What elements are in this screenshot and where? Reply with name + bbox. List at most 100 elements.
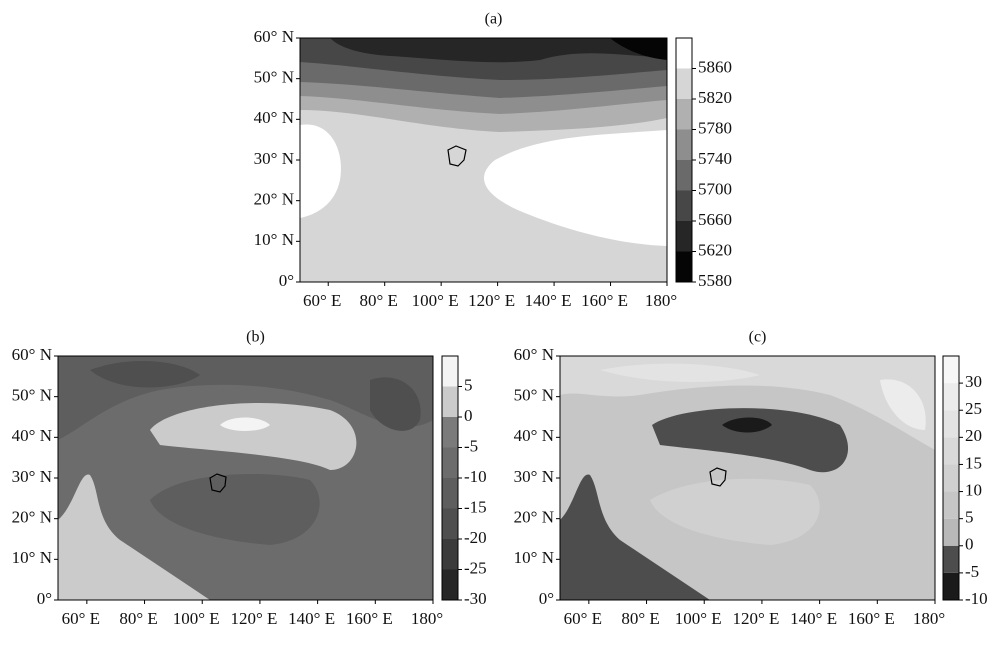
colorbar-band (943, 545, 959, 573)
colorbar-band (442, 417, 458, 448)
lon-tick-label: 140° E (790, 609, 837, 628)
lon-tick-label: 60° E (564, 609, 602, 628)
lat-tick-label: 30° N (254, 149, 294, 168)
lat-tick-label: 60° N (254, 27, 294, 46)
lat-tick-label: 30° N (12, 467, 52, 486)
colorbar-band (442, 386, 458, 417)
colorbar-label: 10 (965, 480, 982, 499)
lon-tick-label: 140° E (288, 609, 335, 628)
colorbar-band (442, 356, 458, 387)
colorbar-label: 5580 (698, 271, 732, 290)
lat-tick-label: 0° (37, 589, 52, 608)
panel-label: (b) (246, 329, 265, 346)
lat-tick-label: 20° N (254, 190, 294, 209)
panel-label: (c) (749, 329, 767, 346)
colorbar-band (442, 508, 458, 539)
colorbar-label: -10 (965, 589, 988, 608)
lon-tick-label: 160° E (848, 609, 895, 628)
field-a (300, 38, 667, 282)
colorbar-band (943, 572, 959, 600)
lon-tick-label: 80° E (119, 609, 157, 628)
lon-tick-label: 120° E (732, 609, 779, 628)
colorbar-label: -5 (965, 562, 979, 581)
colorbar-band (676, 190, 692, 221)
lon-tick-label: 80° E (621, 609, 659, 628)
colorbar-band (676, 129, 692, 160)
colorbar-label: -30 (464, 589, 487, 608)
colorbar-label: 20 (965, 426, 982, 445)
colorbar-label: 30 (965, 372, 982, 391)
lon-tick-label: 60° E (303, 291, 341, 310)
lon-tick-label: 160° E (346, 609, 393, 628)
colorbar-band (943, 491, 959, 519)
lon-tick-label: 100° E (412, 291, 459, 310)
lat-tick-label: 50° N (12, 386, 52, 405)
lat-tick-label: 50° N (254, 68, 294, 87)
colorbar-band (442, 478, 458, 509)
lon-tick-label: 60° E (62, 609, 100, 628)
colorbar-band (943, 356, 959, 384)
lon-tick-label: 120° E (230, 609, 277, 628)
lat-tick-label: 30° N (514, 467, 554, 486)
colorbar-label: 5740 (698, 149, 732, 168)
lat-tick-label: 10° N (514, 548, 554, 567)
lon-tick-label: 180° (411, 609, 443, 628)
colorbar-band (676, 251, 692, 282)
colorbar-label: 25 (965, 399, 982, 418)
lat-tick-label: 20° N (12, 508, 52, 527)
colorbar-label: 5 (965, 508, 974, 527)
lat-tick-label: 60° N (514, 345, 554, 364)
field-c (560, 356, 935, 600)
colorbar-label: -25 (464, 558, 487, 577)
colorbar-label: 5 (464, 375, 473, 394)
colorbar-band (676, 68, 692, 99)
colorbar-label: 5660 (698, 210, 732, 229)
colorbar-band (676, 160, 692, 191)
colorbar-band (943, 518, 959, 546)
colorbar-label: -10 (464, 467, 487, 486)
lat-tick-label: 10° N (254, 230, 294, 249)
colorbar-band (676, 221, 692, 252)
colorbar-band (676, 38, 692, 69)
colorbar-label: 5700 (698, 179, 732, 198)
colorbar-label: 5820 (698, 88, 732, 107)
lat-tick-label: 40° N (12, 426, 52, 445)
colorbar-band (943, 383, 959, 411)
lat-tick-label: 20° N (514, 508, 554, 527)
colorbar-label: -5 (464, 436, 478, 455)
lon-tick-label: 80° E (359, 291, 397, 310)
colorbar-band (442, 569, 458, 600)
lon-tick-label: 140° E (525, 291, 572, 310)
lon-tick-label: 160° E (581, 291, 628, 310)
lon-tick-label: 100° E (675, 609, 722, 628)
panel-label: (a) (485, 11, 503, 28)
colorbar-band (442, 447, 458, 478)
colorbar-band (943, 464, 959, 492)
lon-tick-label: 180° (913, 609, 945, 628)
lat-tick-label: 40° N (254, 108, 294, 127)
lat-tick-label: 60° N (12, 345, 52, 364)
lon-tick-label: 100° E (173, 609, 220, 628)
colorbar-label: 0 (464, 406, 473, 425)
lat-tick-label: 40° N (514, 426, 554, 445)
colorbar-label: 0 (965, 535, 974, 554)
colorbar-label: -15 (464, 497, 487, 516)
lat-tick-label: 0° (539, 589, 554, 608)
lon-tick-label: 120° E (468, 291, 515, 310)
lat-tick-label: 10° N (12, 548, 52, 567)
colorbar-label: 5860 (698, 57, 732, 76)
colorbar-label: -20 (464, 528, 487, 547)
colorbar-band (442, 539, 458, 570)
colorbar-frame (942, 355, 960, 601)
colorbar-band (676, 99, 692, 130)
colorbar-label: 5780 (698, 118, 732, 137)
lon-tick-label: 180° (645, 291, 677, 310)
lat-tick-label: 0° (279, 271, 294, 290)
lat-tick-label: 50° N (514, 386, 554, 405)
colorbar-label: 5620 (698, 240, 732, 259)
colorbar-band (943, 437, 959, 465)
colorbar-band (943, 410, 959, 438)
colorbar-label: 15 (965, 453, 982, 472)
field-b (58, 356, 433, 600)
